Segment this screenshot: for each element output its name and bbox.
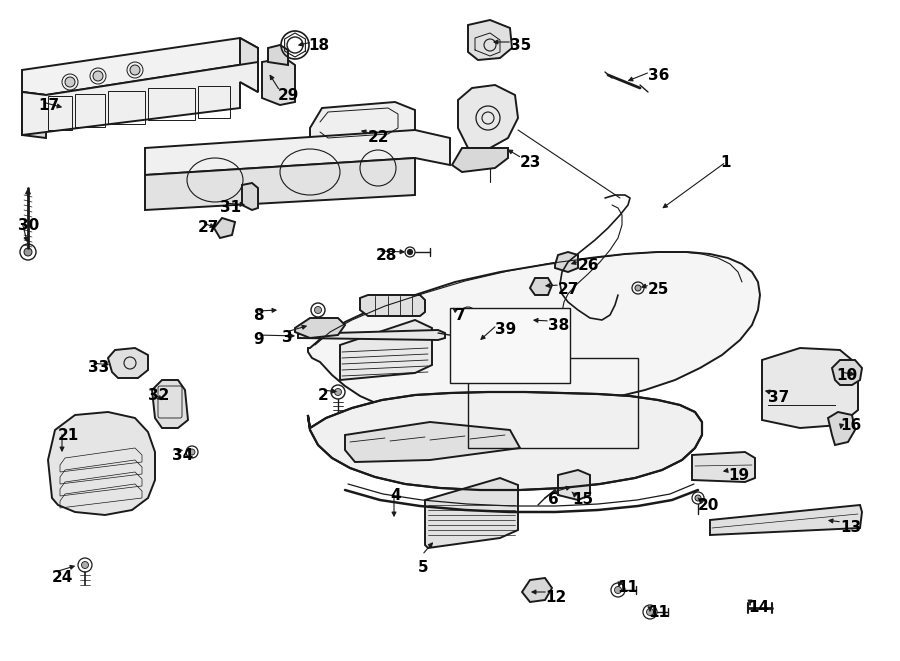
Polygon shape bbox=[268, 45, 288, 65]
Polygon shape bbox=[48, 412, 155, 515]
Text: 29: 29 bbox=[278, 88, 300, 103]
Text: 2: 2 bbox=[318, 388, 328, 403]
Polygon shape bbox=[558, 470, 590, 500]
Text: 18: 18 bbox=[308, 38, 329, 53]
Circle shape bbox=[314, 307, 321, 313]
Polygon shape bbox=[242, 183, 258, 210]
Text: 38: 38 bbox=[548, 318, 569, 333]
FancyBboxPatch shape bbox=[450, 308, 570, 383]
Circle shape bbox=[635, 285, 641, 291]
Text: 7: 7 bbox=[455, 308, 465, 323]
Polygon shape bbox=[468, 20, 512, 60]
Polygon shape bbox=[145, 158, 415, 210]
Text: 31: 31 bbox=[220, 200, 241, 215]
Circle shape bbox=[65, 77, 75, 87]
Text: 25: 25 bbox=[648, 282, 670, 297]
Text: 4: 4 bbox=[390, 488, 400, 503]
Text: 39: 39 bbox=[495, 322, 517, 337]
Text: 3: 3 bbox=[282, 330, 292, 345]
Polygon shape bbox=[555, 252, 578, 272]
Polygon shape bbox=[458, 85, 518, 148]
Polygon shape bbox=[298, 330, 445, 340]
Polygon shape bbox=[262, 58, 295, 105]
Polygon shape bbox=[22, 62, 258, 135]
Circle shape bbox=[82, 561, 88, 568]
Text: 16: 16 bbox=[840, 418, 861, 433]
Polygon shape bbox=[762, 348, 858, 428]
Circle shape bbox=[335, 389, 341, 395]
Text: 11: 11 bbox=[648, 605, 669, 620]
Text: 23: 23 bbox=[520, 155, 542, 170]
Polygon shape bbox=[710, 505, 862, 535]
Circle shape bbox=[408, 249, 412, 254]
Polygon shape bbox=[308, 392, 702, 490]
Circle shape bbox=[695, 495, 701, 501]
Text: 8: 8 bbox=[253, 308, 264, 323]
Text: 14: 14 bbox=[748, 600, 770, 615]
Text: 30: 30 bbox=[18, 218, 40, 233]
Polygon shape bbox=[214, 218, 235, 238]
Text: 1: 1 bbox=[720, 155, 731, 170]
Text: 28: 28 bbox=[376, 248, 398, 263]
Text: 27: 27 bbox=[198, 220, 220, 235]
Polygon shape bbox=[530, 278, 552, 295]
Text: 6: 6 bbox=[548, 492, 559, 507]
Circle shape bbox=[469, 339, 475, 345]
Text: 32: 32 bbox=[148, 388, 169, 403]
Polygon shape bbox=[828, 412, 855, 445]
Polygon shape bbox=[425, 478, 518, 548]
Polygon shape bbox=[522, 578, 552, 602]
Polygon shape bbox=[310, 102, 415, 145]
Text: 10: 10 bbox=[836, 368, 857, 383]
Text: 12: 12 bbox=[545, 590, 566, 605]
Text: 22: 22 bbox=[368, 130, 390, 145]
Polygon shape bbox=[108, 348, 148, 378]
Text: 19: 19 bbox=[728, 468, 749, 483]
Text: 36: 36 bbox=[648, 68, 670, 83]
Text: 24: 24 bbox=[52, 570, 74, 585]
Text: 35: 35 bbox=[510, 38, 531, 53]
Text: 5: 5 bbox=[418, 560, 428, 575]
Circle shape bbox=[93, 71, 103, 81]
Text: 21: 21 bbox=[58, 428, 79, 443]
Text: 34: 34 bbox=[172, 448, 194, 463]
Polygon shape bbox=[308, 252, 760, 416]
Circle shape bbox=[189, 449, 195, 455]
Polygon shape bbox=[832, 360, 862, 385]
Circle shape bbox=[24, 248, 32, 256]
Polygon shape bbox=[240, 38, 258, 92]
Text: 33: 33 bbox=[88, 360, 109, 375]
Polygon shape bbox=[360, 295, 425, 316]
Circle shape bbox=[130, 65, 140, 75]
Circle shape bbox=[646, 609, 653, 615]
Circle shape bbox=[615, 586, 622, 594]
Polygon shape bbox=[295, 318, 345, 338]
Polygon shape bbox=[345, 422, 520, 462]
Polygon shape bbox=[340, 320, 432, 380]
Polygon shape bbox=[152, 380, 188, 428]
Text: 37: 37 bbox=[768, 390, 789, 405]
Polygon shape bbox=[452, 148, 508, 172]
Text: 26: 26 bbox=[578, 258, 599, 273]
Text: 11: 11 bbox=[617, 580, 638, 595]
Polygon shape bbox=[22, 92, 46, 138]
Text: 17: 17 bbox=[38, 98, 59, 113]
Text: 15: 15 bbox=[572, 492, 593, 507]
Text: 20: 20 bbox=[698, 498, 719, 513]
Polygon shape bbox=[22, 38, 258, 95]
Polygon shape bbox=[145, 130, 450, 175]
Text: 27: 27 bbox=[558, 282, 580, 297]
Text: 9: 9 bbox=[253, 332, 264, 347]
Text: 13: 13 bbox=[840, 520, 861, 535]
Polygon shape bbox=[692, 452, 755, 482]
